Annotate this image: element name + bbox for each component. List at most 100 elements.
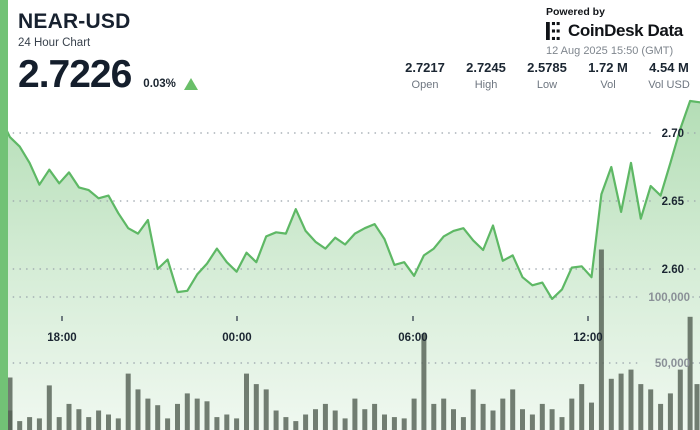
ohlc-stats-row: 2.7217 Open 2.7245 High 2.5785 Low 1.72 M Vol 4.… bbox=[404, 60, 690, 91]
stat-value: 2.7217 bbox=[405, 60, 445, 75]
powered-by-label: Powered by bbox=[546, 6, 605, 18]
stat-label: Vol USD bbox=[648, 79, 690, 91]
volume-bar bbox=[234, 418, 240, 430]
chart-header: NEAR-USD 24 Hour Chart 2.7226 0.03% bbox=[18, 10, 198, 94]
stat-value: 1.72 M bbox=[588, 60, 628, 75]
volume-bar bbox=[313, 409, 318, 430]
volume-tick-label: 100,000 bbox=[648, 292, 690, 304]
volume-bar bbox=[618, 373, 624, 430]
volume-bar bbox=[648, 389, 654, 430]
stat-label: High bbox=[474, 79, 498, 91]
volume-bar bbox=[549, 409, 555, 430]
stat-high: 2.7245 High bbox=[465, 60, 507, 91]
volume-bar bbox=[490, 410, 496, 430]
volume-bar bbox=[539, 403, 545, 430]
coindesk-logo: CoinDesk Data bbox=[546, 21, 694, 41]
stat-vol-usd: 4.54 M Vol USD bbox=[648, 60, 690, 91]
volume-bar bbox=[96, 410, 102, 430]
coindesk-logo-icon bbox=[546, 22, 560, 40]
volume-bar bbox=[441, 398, 447, 430]
volume-bar bbox=[184, 393, 190, 430]
volume-bar bbox=[500, 398, 506, 430]
page-title: NEAR-USD bbox=[18, 10, 131, 33]
volume-bar bbox=[589, 402, 594, 430]
change-percent: 0.03% bbox=[143, 78, 176, 90]
volume-bar bbox=[332, 410, 338, 430]
volume-bar bbox=[7, 377, 13, 430]
time-tick-label: 12:00 bbox=[573, 332, 602, 344]
volume-bar bbox=[125, 373, 131, 430]
volume-bar bbox=[36, 418, 42, 430]
price-area bbox=[0, 101, 700, 430]
volume-bar bbox=[27, 417, 33, 430]
time-tick-label: 00:00 bbox=[222, 332, 251, 344]
volume-tick-label: 50,000 bbox=[655, 358, 690, 370]
price-line bbox=[0, 99, 700, 300]
volume-bar bbox=[17, 421, 23, 430]
volume-bar bbox=[342, 418, 348, 430]
volume-bar bbox=[165, 418, 171, 430]
volume-bar bbox=[470, 389, 476, 430]
stat-value: 2.7245 bbox=[466, 60, 506, 75]
volume-bar bbox=[194, 398, 200, 430]
volume-bar bbox=[677, 369, 683, 430]
volume-bar bbox=[204, 401, 210, 430]
volume-bar bbox=[293, 421, 299, 430]
stat-low: 2.5785 Low bbox=[526, 60, 568, 91]
volume-bar bbox=[76, 409, 82, 430]
chart-subtitle: 24 Hour Chart bbox=[18, 37, 91, 49]
volume-bar bbox=[86, 417, 92, 430]
volume-bar bbox=[322, 403, 328, 430]
volume-bar bbox=[431, 403, 437, 430]
volume-bar bbox=[559, 417, 565, 430]
current-price: 2.7226 bbox=[18, 53, 132, 96]
volume-bar bbox=[628, 369, 634, 430]
volume-bar bbox=[224, 414, 230, 430]
volume-bar bbox=[598, 249, 604, 430]
volume-bar bbox=[529, 414, 535, 430]
volume-bar bbox=[155, 405, 161, 430]
brand-block: Powered by CoinDesk Data 12 Aug 2025 15:… bbox=[546, 6, 694, 57]
price-tick-label: 2.70 bbox=[662, 128, 684, 140]
stat-open: 2.7217 Open bbox=[404, 60, 446, 91]
volume-bar bbox=[263, 389, 269, 430]
volume-bar bbox=[391, 417, 397, 430]
volume-bar bbox=[667, 393, 673, 430]
volume-bar bbox=[106, 414, 111, 430]
volume-bar bbox=[66, 403, 72, 430]
volume-bar bbox=[569, 398, 575, 430]
stat-vol: 1.72 M Vol bbox=[587, 60, 629, 91]
volume-bar bbox=[658, 403, 664, 430]
volume-bar bbox=[579, 384, 585, 430]
volume-bar bbox=[421, 334, 427, 430]
volume-bar bbox=[638, 384, 644, 430]
volume-bar bbox=[411, 398, 417, 430]
volume-bar bbox=[7, 410, 13, 430]
volume-bar bbox=[303, 414, 309, 430]
volume-bar bbox=[372, 403, 378, 430]
volume-bar bbox=[273, 410, 279, 430]
volume-bar bbox=[401, 418, 407, 430]
volume-bar bbox=[352, 398, 358, 430]
volume-bar bbox=[510, 389, 516, 430]
price-tick-label: 2.65 bbox=[662, 196, 685, 208]
brand-name: CoinDesk Data bbox=[568, 21, 683, 40]
price-tick-label: 2.60 bbox=[662, 264, 684, 276]
volume-bar bbox=[520, 409, 525, 430]
volume-bar bbox=[56, 417, 62, 430]
volume-bar bbox=[382, 414, 387, 430]
volume-bar bbox=[460, 417, 466, 430]
stat-value: 2.5785 bbox=[527, 60, 567, 75]
time-tick-label: 06:00 bbox=[398, 332, 427, 344]
price-row: 2.7226 0.03% bbox=[18, 55, 198, 94]
up-triangle-icon bbox=[183, 78, 198, 90]
stat-value: 4.54 M bbox=[649, 60, 689, 75]
volume-bar bbox=[253, 384, 259, 430]
volume-bar bbox=[694, 384, 700, 430]
volume-bar bbox=[175, 403, 180, 430]
volume-bar bbox=[115, 418, 121, 430]
volume-bar bbox=[608, 378, 614, 430]
stat-label: Vol bbox=[600, 79, 616, 91]
